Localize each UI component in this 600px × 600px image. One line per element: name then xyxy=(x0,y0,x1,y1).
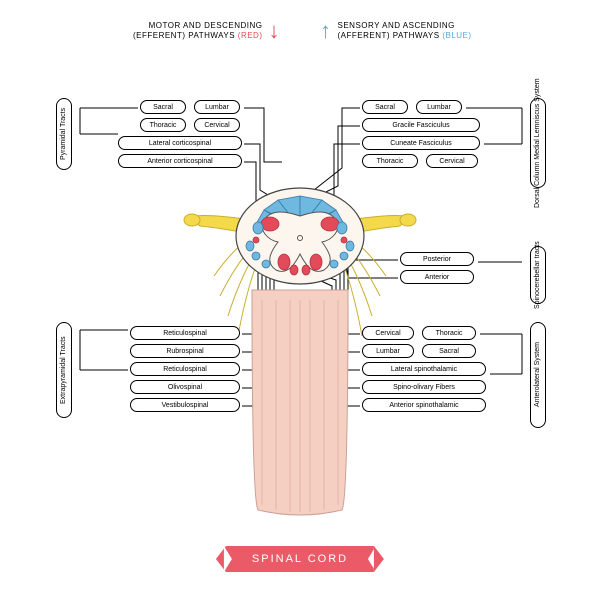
spinal-cord-diagram xyxy=(0,0,600,600)
label-pill: Sacral xyxy=(140,100,186,114)
label-pill: Cervical xyxy=(426,154,478,168)
label-pill: Lumbar xyxy=(362,344,414,358)
label-pill: Gracile Fasciculus xyxy=(362,118,480,132)
label-pill: Vestibulospinal xyxy=(130,398,240,412)
label-pill: Thoracic xyxy=(362,154,418,168)
label-pill: Cuneate Fasciculus xyxy=(362,136,480,150)
label-pill: Anterior corticospinal xyxy=(118,154,242,168)
label-pill: Reticulospinal xyxy=(130,362,240,376)
label-pill: Anterior xyxy=(400,270,474,284)
label-pill: Thoracic xyxy=(422,326,476,340)
label-pill: Lumbar xyxy=(194,100,240,114)
label-pill: Posterior xyxy=(400,252,474,266)
label-pill: Thoracic xyxy=(140,118,186,132)
label-pill: Spino-olivary Fibers xyxy=(362,380,486,394)
label-pill: Rubrospinal xyxy=(130,344,240,358)
label-pill: Lateral corticospinal xyxy=(118,136,242,150)
label-pill: Sacral xyxy=(422,344,476,358)
label-pill: Lumbar xyxy=(416,100,462,114)
label-pill: Reticulospinal xyxy=(130,326,240,340)
label-pill: Olivospinal xyxy=(130,380,240,394)
label-pill: Cervical xyxy=(362,326,414,340)
label-pill: Lateral spinothalamic xyxy=(362,362,486,376)
title-ribbon: SPINAL CORD xyxy=(226,546,374,572)
label-pill: Anterior spinothalamic xyxy=(362,398,486,412)
title-text: SPINAL CORD xyxy=(252,553,348,565)
label-pill: Cervical xyxy=(194,118,240,132)
label-pill: Sacral xyxy=(362,100,408,114)
group-anterolat: Anterolateral System xyxy=(530,322,546,428)
group-extrapyramidal: Extrapyramidal Tracts xyxy=(56,322,72,418)
group-spinocereb: Spinocerebellar tracts xyxy=(530,246,546,304)
group-dorsal: Dorsal Column Medial Lemniscus System xyxy=(530,98,546,188)
group-pyramidal: Pyramidal Tracts xyxy=(56,98,72,170)
